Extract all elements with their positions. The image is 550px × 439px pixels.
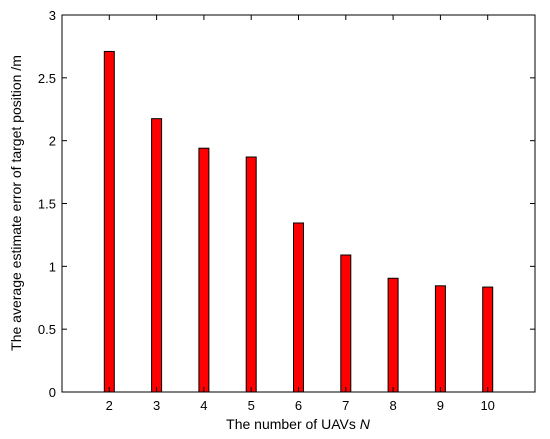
x-tick-label-4: 4 [200,398,207,413]
x-ticks-group: 2 3 4 5 6 7 8 9 10 [106,15,495,413]
x-tick-label-10: 10 [480,398,494,413]
x-tick-label-2: 2 [106,398,113,413]
y-axis-label: The average estimate error of target pos… [8,55,24,351]
y-tick-label-0.5: 0.5 [38,322,56,337]
bar-3 [151,118,163,393]
bar-9 [434,285,446,393]
x-axis-label-text: The number of UAVs [226,416,356,432]
bar-4 [198,147,210,393]
x-tick-label-3: 3 [153,398,160,413]
y-tick-label-3: 3 [49,8,56,23]
bar-7 [340,254,352,393]
x-tick-label-7: 7 [342,398,349,413]
y-ticks-group: 0 0.5 1 1.5 2 2.5 3 [38,8,535,400]
x-tick-label-6: 6 [295,398,302,413]
y-tick-label-1: 1 [49,259,56,274]
x-axis-label-var: N [360,416,371,432]
x-tick-label-8: 8 [389,398,396,413]
x-tick-label-5: 5 [248,398,255,413]
bar-8 [387,277,399,393]
x-axis-label: The number of UAVs N [226,416,371,432]
y-tick-label-2: 2 [49,134,56,149]
bar-2 [103,50,115,393]
bar-5 [245,156,257,393]
y-tick-label-0: 0 [49,385,56,400]
bar-6 [293,222,304,393]
y-tick-label-1.5: 1.5 [38,197,56,212]
bar-10 [482,286,494,393]
x-tick-label-9: 9 [437,398,444,413]
y-tick-label-2.5: 2.5 [38,71,56,86]
